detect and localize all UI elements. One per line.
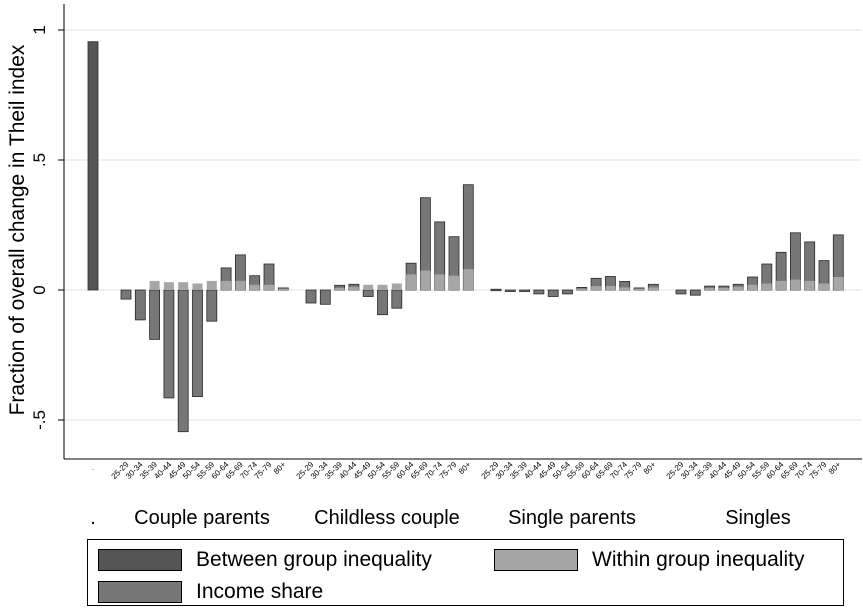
bar-within-group — [221, 280, 232, 290]
group-label: Singles — [725, 507, 791, 529]
bar-within-group — [833, 277, 844, 290]
bar-within-group — [761, 283, 772, 290]
bar-within-group — [434, 274, 445, 290]
bar-within-group — [278, 288, 289, 290]
bar-income-share — [547, 289, 559, 297]
bar-within-group — [178, 282, 189, 290]
x-tick-label: . — [92, 465, 94, 472]
legend-item-income-share: Income share — [98, 580, 323, 604]
legend-item-within: Within group inequality — [494, 548, 804, 572]
bar-within-group — [406, 274, 417, 290]
bar-within-group — [463, 269, 474, 290]
bar-income-share — [377, 289, 388, 316]
bar-income-share — [305, 289, 317, 304]
bar-income-share — [675, 289, 687, 295]
bar-within-group — [363, 284, 374, 290]
bar-within-group — [718, 287, 729, 290]
bar-within-group — [391, 283, 402, 290]
bar-within-group — [747, 284, 758, 290]
bar-within-group — [420, 270, 431, 290]
x-tick-label: 75-79 — [253, 460, 274, 481]
bar-income-share — [206, 289, 218, 322]
bar-within-group — [776, 280, 787, 290]
x-tick-label: 80+ — [827, 460, 843, 476]
x-tick-label: 80+ — [642, 460, 658, 476]
x-tick-label: 80+ — [272, 460, 288, 476]
bar-within-group — [192, 283, 203, 290]
y-axis-label: Fraction of overall change in Theil inde… — [6, 44, 29, 415]
bar-income-share — [533, 289, 545, 295]
y-tick-label: .5 — [30, 153, 49, 167]
bar-income-share — [519, 289, 530, 292]
bar-within-group — [163, 282, 174, 290]
bar-between-group — [87, 41, 99, 291]
y-tick-label: 0 — [30, 285, 49, 294]
x-tick-label: 75-79 — [808, 460, 829, 481]
legend-swatch-between — [98, 549, 182, 571]
bar-within-group — [348, 286, 359, 290]
bar-within-group — [249, 284, 260, 290]
bar-within-group — [704, 287, 715, 290]
group-label: Couple parents — [134, 507, 270, 529]
bar-within-group — [619, 287, 630, 290]
bar-within-group — [804, 280, 815, 290]
bar-within-group — [235, 280, 246, 290]
bar-within-group — [648, 287, 659, 290]
legend-label-within: Within group inequality — [592, 548, 805, 571]
bar-income-share — [490, 288, 502, 292]
bar-income-share — [562, 289, 573, 295]
group-label: Childless couple — [314, 507, 460, 529]
bar-within-group — [591, 286, 602, 290]
bar-income-share — [689, 289, 701, 296]
bar-within-group — [377, 284, 388, 290]
x-tick-label: 75-79 — [438, 460, 459, 481]
bar-within-group — [790, 279, 801, 290]
bar-income-share — [177, 289, 189, 433]
bar-within-group — [264, 284, 274, 290]
bar-within-group — [334, 287, 345, 290]
bar-income-share — [192, 289, 203, 397]
legend-item-between: Between group inequality — [98, 548, 432, 572]
x-tick-label: 80+ — [457, 460, 473, 476]
y-tick-label: 1 — [30, 25, 49, 34]
bar-within-group — [733, 286, 744, 290]
legend-swatch-within — [494, 549, 578, 571]
bar-within-group — [634, 288, 644, 290]
x-tick-label: 75-79 — [623, 460, 644, 481]
bar-income-share — [504, 289, 516, 292]
bar-within-group — [449, 275, 459, 290]
bar-within-group — [819, 283, 829, 290]
legend-label-between: Between group inequality — [196, 548, 432, 571]
bar-within-group — [206, 280, 217, 290]
bar-income-share — [134, 289, 146, 321]
group-label: . — [90, 507, 96, 529]
bar-within-group — [576, 288, 587, 290]
group-label: Single parents — [508, 507, 636, 529]
bar-income-share — [362, 289, 374, 297]
bar-income-share — [319, 289, 331, 305]
legend-label-income-share: Income share — [196, 580, 324, 603]
bar-income-share — [149, 289, 161, 340]
bar-within-group — [149, 280, 160, 290]
bar-income-share — [163, 289, 175, 399]
bar-income-share — [391, 289, 403, 309]
y-tick-label: -.5 — [30, 410, 49, 430]
legend-swatch-income-share — [98, 581, 182, 603]
bar-income-share — [120, 289, 132, 300]
bar-within-group — [605, 286, 616, 290]
legend: Between group inequality Within group in… — [87, 539, 844, 606]
